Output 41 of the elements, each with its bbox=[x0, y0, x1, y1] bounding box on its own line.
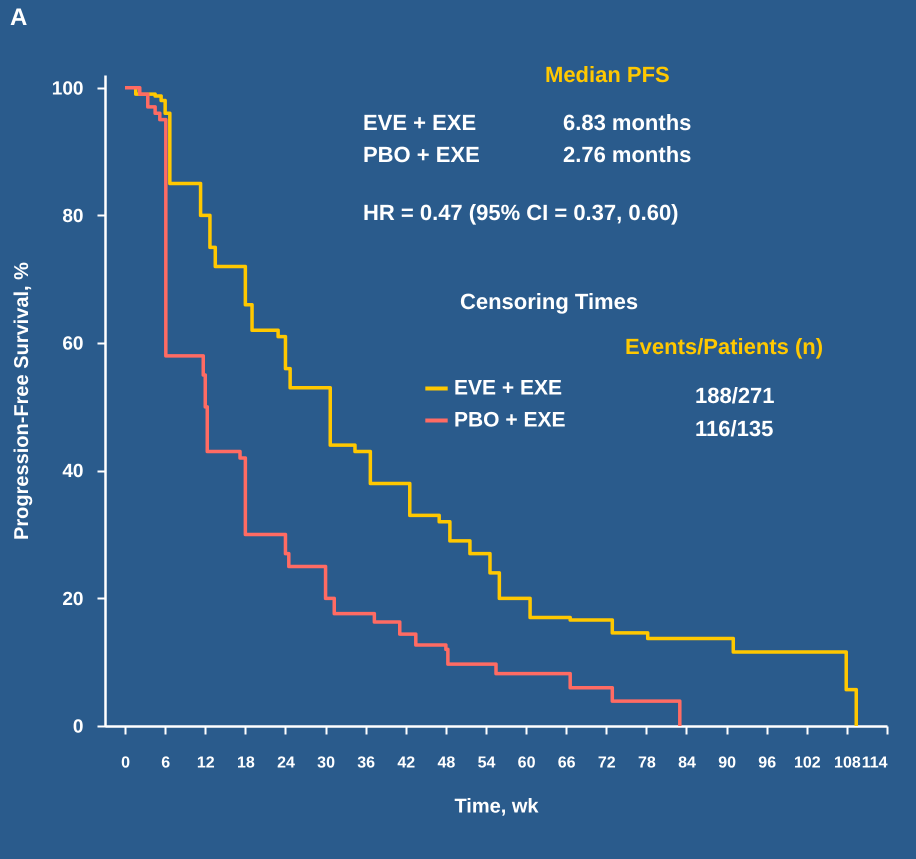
legend-label: PBO + EXE bbox=[454, 408, 566, 432]
x-tick-label: 30 bbox=[317, 754, 336, 772]
annotation: PBO + EXE bbox=[363, 142, 480, 167]
annotation: 188/271 bbox=[695, 383, 775, 408]
y-tick-label: 100 bbox=[52, 78, 84, 100]
annotation: HR = 0.47 (95% CI = 0.37, 0.60) bbox=[363, 200, 679, 225]
x-tick-label: 78 bbox=[638, 754, 656, 772]
y-tick-label: 20 bbox=[62, 588, 84, 610]
x-tick-label: 96 bbox=[758, 754, 776, 772]
annotation: EVE + EXE bbox=[363, 110, 476, 135]
y-tick-label: 0 bbox=[72, 716, 84, 738]
y-tick-label: 60 bbox=[62, 334, 84, 355]
x-tick-label: 24 bbox=[277, 754, 295, 772]
x-tick-label: 84 bbox=[678, 754, 696, 772]
x-tick-label: 18 bbox=[236, 754, 255, 772]
x-tick-label: 36 bbox=[357, 754, 376, 772]
annotation: 116/135 bbox=[695, 416, 774, 441]
annotation: Median PFS bbox=[545, 62, 670, 87]
annotation: 2.76 months bbox=[563, 142, 692, 167]
x-tick-label: 90 bbox=[718, 754, 736, 772]
annotation: Events/Patients (n) bbox=[625, 334, 824, 359]
x-tick-label: 6 bbox=[161, 754, 170, 772]
x-tick-label: 54 bbox=[478, 754, 496, 772]
x-axis-title: Time, wk bbox=[454, 796, 540, 818]
x-tick-label: 12 bbox=[196, 754, 215, 772]
x-tick-label: 114 bbox=[862, 754, 888, 772]
x-tick-label: 72 bbox=[598, 754, 616, 772]
x-tick-label: 108 bbox=[834, 754, 861, 772]
y-axis-title: Progression-Free Survival, % bbox=[10, 262, 33, 540]
y-tick-label: 40 bbox=[62, 461, 84, 482]
annotation: Censoring Times bbox=[460, 289, 638, 314]
x-tick-label: 42 bbox=[397, 754, 416, 772]
x-tick-label: 60 bbox=[518, 754, 536, 772]
y-tick-label: 80 bbox=[62, 206, 84, 227]
x-tick-label: 48 bbox=[437, 754, 456, 772]
x-tick-label: 102 bbox=[794, 754, 821, 772]
legend-label: EVE + EXE bbox=[454, 376, 562, 400]
x-tick-label: 0 bbox=[121, 754, 130, 772]
chart-title: A bbox=[10, 4, 28, 31]
annotation: 6.83 months bbox=[563, 110, 692, 135]
x-tick-label: 66 bbox=[558, 754, 576, 772]
